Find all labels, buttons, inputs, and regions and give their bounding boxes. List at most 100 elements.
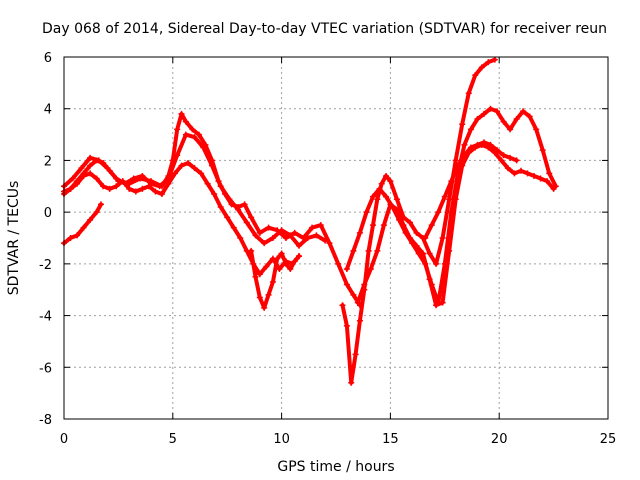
data-point [69, 175, 76, 182]
data-point [93, 209, 100, 216]
x-tick-label: 10 [273, 432, 290, 447]
data-point [261, 304, 268, 311]
data-point [80, 172, 87, 179]
data-point [433, 302, 440, 309]
data-point [526, 113, 533, 120]
series-line [62, 161, 301, 277]
data-point [269, 235, 276, 241]
data-point [480, 139, 487, 146]
data-point [198, 170, 205, 177]
data-point [461, 152, 468, 159]
data-point [494, 147, 501, 154]
data-point [119, 178, 126, 185]
data-point [235, 206, 242, 213]
data-point [322, 237, 329, 244]
data-point [393, 206, 400, 213]
data-point [174, 152, 181, 159]
data-point [498, 157, 505, 164]
data-point [413, 242, 420, 249]
data-point [487, 105, 494, 112]
data-point [74, 232, 81, 239]
data-point [494, 108, 501, 115]
y-tick-label: -4 [39, 310, 52, 325]
data-point [224, 214, 231, 221]
data-point [126, 185, 133, 192]
data-point [507, 126, 514, 133]
data-point [406, 235, 413, 241]
data-point [97, 201, 104, 208]
data-point [248, 214, 255, 221]
data-point [87, 216, 94, 223]
data-point [452, 157, 459, 164]
plot-frame [63, 56, 609, 420]
data-point [335, 260, 342, 267]
data-point [400, 222, 407, 229]
data-point [287, 266, 294, 273]
data-point [426, 250, 433, 257]
data-point [313, 232, 320, 239]
data-point [326, 240, 333, 247]
data-point [132, 188, 139, 195]
y-tick-label: 6 [44, 51, 52, 66]
data-point [374, 247, 381, 254]
data-point [428, 222, 435, 229]
data-point [226, 196, 233, 203]
y-tick-label: 2 [44, 154, 52, 169]
data-point [130, 175, 137, 182]
data-point [263, 263, 270, 270]
data-point [422, 235, 429, 241]
data-point [171, 170, 178, 177]
data-point [504, 165, 511, 172]
data-point [256, 271, 263, 278]
data-point [435, 209, 442, 216]
data-point [256, 294, 263, 301]
y-tick-label: -8 [39, 413, 52, 428]
data-point [291, 258, 298, 265]
data-point [309, 224, 316, 231]
data-point [165, 180, 172, 187]
data-point [191, 165, 198, 172]
data-point [139, 185, 146, 192]
data-point [145, 183, 152, 190]
data-point [520, 108, 527, 115]
data-point [352, 351, 359, 358]
data-point [441, 193, 448, 200]
grid-lines [64, 57, 608, 419]
data-point [230, 224, 237, 231]
data-point [393, 196, 400, 203]
series-arc-3 [61, 160, 303, 278]
data-point [282, 235, 289, 241]
data-point [317, 222, 324, 229]
data-point [350, 247, 357, 254]
data-point [365, 247, 372, 254]
data-point [237, 235, 244, 241]
data-point [420, 250, 427, 257]
data-point [291, 229, 298, 236]
data-point [265, 291, 272, 298]
data-point [474, 116, 481, 123]
series-line [340, 57, 497, 385]
data-series-group [61, 56, 559, 386]
data-point [74, 180, 81, 187]
x-tick-label: 20 [491, 432, 508, 447]
data-point [178, 162, 185, 169]
series-arc-6 [339, 56, 498, 386]
data-point [248, 247, 255, 254]
chart-title: Day 068 of 2014, Sidereal Day-to-day VTE… [42, 21, 607, 37]
data-point [296, 242, 303, 249]
data-point [278, 227, 285, 234]
data-point [87, 154, 94, 161]
data-point [204, 180, 211, 187]
data-point [67, 185, 74, 192]
data-point [487, 141, 494, 148]
data-point [278, 250, 285, 257]
data-point [546, 170, 553, 177]
axis-ticks: 0 5 10 15 20 25 -8 -6 -4 -2 0 2 4 6 [39, 51, 616, 447]
data-point [461, 141, 468, 148]
data-point [178, 110, 185, 117]
data-point [376, 185, 383, 192]
data-point [439, 235, 446, 241]
data-point [343, 281, 350, 288]
data-point [113, 183, 120, 190]
